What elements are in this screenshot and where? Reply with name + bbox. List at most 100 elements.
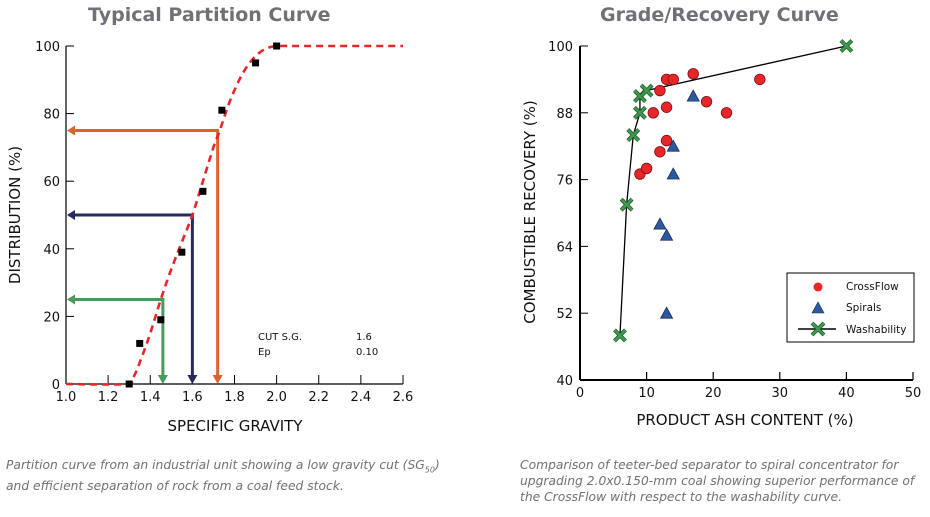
y-tick-label: 52 <box>556 307 573 322</box>
measured-point <box>157 316 165 324</box>
cut-annotation: CUT S.G. 1.6 Ep 0.10 <box>258 332 378 358</box>
grade-recovery-chart: 40 52 64 76 88 100 0 10 20 30 40 50 CrossFlow Spira… <box>521 39 921 429</box>
grade-recovery-title: Grade/Recovery Curve <box>600 4 839 26</box>
x-tick-label: 30 <box>772 386 789 401</box>
crossflow-point <box>754 73 766 86</box>
measured-point <box>273 42 281 50</box>
measured-point <box>218 106 226 114</box>
crossflow-series <box>634 68 766 180</box>
y-tick-label: 76 <box>556 174 573 189</box>
spirals-point <box>659 228 674 241</box>
x-tick-label: 2.2 <box>308 390 329 405</box>
x-marker-fill <box>640 84 653 97</box>
x-tick-label: 1.0 <box>56 390 77 405</box>
y-tick-label: 100 <box>35 40 60 55</box>
crossflow-point <box>660 101 673 113</box>
cut-sg-value: 1.6 <box>356 332 372 343</box>
legend: CrossFlow Spirals Washability <box>786 272 915 343</box>
x-axis-title: PRODUCT ASH CONTENT (%) <box>636 411 853 429</box>
crossflow-point <box>654 146 666 158</box>
partition-axes: 0 20 40 60 80 100 1.0 1.2 1.4 1.6 1.8 2.0 2.2 2.4 2.6 <box>35 40 413 405</box>
crossflow-point <box>640 162 653 175</box>
y-tick-label: 40 <box>556 374 573 389</box>
y-axis-title: COMBUSTIBLE RECOVERY (%) <box>521 100 539 324</box>
spirals-point <box>686 89 700 102</box>
x-tick-label: 2.6 <box>393 390 414 405</box>
cut-sg-label: CUT S.G. <box>258 332 302 343</box>
y-tick-label: 0 <box>52 378 60 393</box>
measured-point <box>252 59 260 67</box>
x-tick-label: 2.4 <box>351 390 372 405</box>
spirals-point <box>666 139 680 152</box>
reference-arrow-d50 <box>67 210 198 384</box>
crossflow-point <box>700 95 713 108</box>
spirals-point <box>666 167 680 180</box>
partition-chart-title: Typical Partition Curve <box>88 4 331 26</box>
arrow-left-head <box>67 294 75 305</box>
partition-caption: Partition curve from an industrial unit … <box>6 457 461 494</box>
crossflow-point <box>667 73 679 86</box>
legend-crossflow-label: CrossFlow <box>846 281 899 293</box>
y-tick-label: 64 <box>556 240 573 255</box>
grade-recovery-axes: 40 52 64 76 88 100 0 10 20 30 40 50 <box>548 40 921 401</box>
y-tick-label: 88 <box>556 107 573 122</box>
legend-spirals-label: Spirals <box>846 302 881 314</box>
washability-point <box>619 197 634 212</box>
measured-point <box>199 187 207 195</box>
reference-arrow-d75 <box>67 125 223 384</box>
measured-point <box>178 248 186 256</box>
washability-series <box>613 39 854 343</box>
x-marker-fill <box>613 329 627 342</box>
x-tick-label: 10 <box>638 386 655 401</box>
y-tick-label: 100 <box>548 40 573 55</box>
legend-box <box>786 272 915 343</box>
y-tick-label: 40 <box>43 243 60 258</box>
washability-point <box>839 39 854 53</box>
x-tick-label: 40 <box>838 386 855 401</box>
crossflow-point <box>660 134 673 147</box>
washability-point <box>639 83 654 98</box>
x-axis-title: SPECIFIC GRAVITY <box>168 417 304 435</box>
crossflow-point <box>647 107 659 119</box>
y-tick-label: 20 <box>43 310 60 325</box>
spirals-series <box>653 89 700 319</box>
caption-subscript: 50 <box>424 465 435 475</box>
arrow-left-head <box>67 210 75 220</box>
x-tick-label: 1.2 <box>98 390 119 405</box>
x-marker-fill <box>626 128 640 142</box>
caption-text-end: ) and efficient separation of rock from … <box>6 458 440 494</box>
x-tick-label: 0 <box>576 386 584 401</box>
crossflow-point <box>687 68 699 80</box>
measured-point <box>136 339 144 347</box>
washability-point <box>613 328 627 343</box>
y-tick-label: 80 <box>43 108 60 123</box>
arrow-down-head <box>187 375 198 384</box>
washability-point <box>633 105 647 120</box>
grade-recovery-caption: Comparison of teeter-bed separator to sp… <box>520 458 915 504</box>
legend-spirals-marker <box>811 301 825 314</box>
legend-washability-marker <box>810 321 826 337</box>
x-marker-fill <box>633 106 647 120</box>
x-tick-label: 1.6 <box>182 390 203 405</box>
partition-curve <box>65 44 403 386</box>
ep-value: 0.10 <box>356 347 378 358</box>
x-tick-label: 20 <box>705 386 722 401</box>
arrow-left-head <box>67 125 75 136</box>
fitted-partition-curve <box>65 44 403 386</box>
x-tick-label: 1.8 <box>224 390 245 405</box>
grade-recovery-panel: Grade/Recovery Curve 40 52 64 76 88 100 0 10 20 3… <box>465 0 930 517</box>
spirals-point <box>659 306 674 319</box>
crossflow-point <box>720 107 733 119</box>
x-tick-label: 50 <box>905 386 922 401</box>
ep-label: Ep <box>258 347 271 358</box>
spirals-point <box>653 217 667 230</box>
crossflow-point <box>654 84 666 97</box>
legend-washability-label: Washability <box>846 324 906 336</box>
arrow-down-head <box>212 375 223 384</box>
arrow-down-head <box>157 375 168 384</box>
measured-points <box>125 42 281 388</box>
measured-point <box>125 380 133 388</box>
reference-arrow-d25 <box>67 294 168 384</box>
x-tick-label: 2.0 <box>266 390 287 405</box>
